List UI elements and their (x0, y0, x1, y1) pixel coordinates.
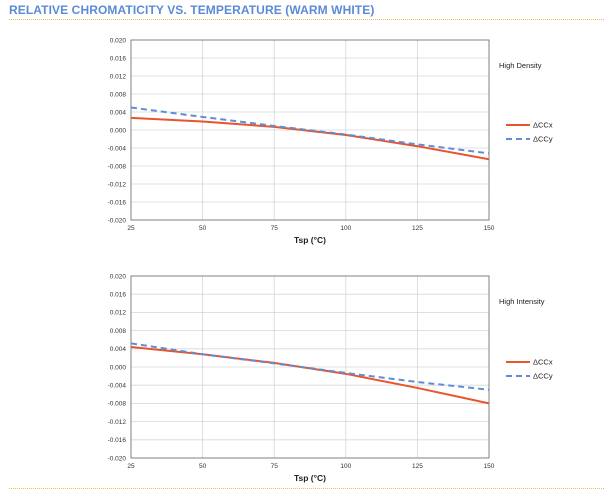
y-tick-label: -0.004 (108, 383, 127, 390)
x-tick-label: 150 (484, 225, 495, 232)
y-tick-label: 0.004 (110, 346, 127, 353)
plot-frame (130, 275, 490, 459)
legend: ΔCCx ΔCCy (506, 358, 553, 381)
x-tick-label: 150 (484, 463, 495, 470)
y-tick-label: -0.020 (108, 217, 127, 224)
y-tick-label: 0.020 (110, 37, 127, 44)
y-tick-label: -0.012 (108, 181, 127, 188)
x-axis-label: Tsp (°C) (294, 473, 326, 483)
y-tick-label: -0.020 (108, 455, 127, 462)
x-tick-label: 25 (127, 225, 135, 232)
series-line-ccx (130, 345, 490, 405)
x-tick-label: 100 (340, 463, 351, 470)
y-tick-label: 0.016 (110, 55, 127, 62)
y-tick-label: -0.012 (108, 419, 127, 426)
series-line-ccy (130, 342, 490, 391)
y-tick-label: -0.008 (108, 401, 127, 408)
legend-label: ΔCCy (533, 372, 553, 381)
chart-high-density: 0.020 0.016 0.012 0.008 0.004 0.000 -0.004 -0.0… (108, 37, 553, 245)
legend-label: ΔCCx (533, 121, 553, 130)
x-tick-label: 100 (340, 225, 351, 232)
footer-divider (9, 488, 604, 489)
y-tick-label: 0.012 (110, 73, 127, 80)
chart-high-intensity: 0.020 0.016 0.012 0.008 0.004 0.000 -0.004 -0.0… (108, 273, 553, 483)
y-tick-label: 0.020 (110, 273, 127, 280)
condition-label: High Intensity (499, 297, 545, 306)
gridlines (130, 275, 490, 459)
page-title: RELATIVE CHROMATICITY VS. TEMPERATURE (W… (9, 3, 375, 17)
plot-frame (130, 39, 490, 221)
y-tick-label: -0.004 (108, 145, 127, 152)
y-tick-label: 0.008 (110, 328, 127, 335)
y-tick-label: 0.000 (110, 364, 127, 371)
x-tick-label: 125 (412, 463, 423, 470)
y-tick-label: 0.016 (110, 292, 127, 299)
y-tick-label: 0.000 (110, 127, 127, 134)
x-tick-label: 75 (271, 463, 279, 470)
y-tick-label: -0.008 (108, 163, 127, 170)
x-tick-label: 125 (412, 225, 423, 232)
legend: ΔCCx ΔCCy (506, 121, 553, 144)
series-line-ccx (130, 116, 490, 161)
y-tick-label: 0.004 (110, 109, 127, 116)
x-tick-label: 50 (199, 225, 207, 232)
y-tick-label: 0.008 (110, 91, 127, 98)
legend-label: ΔCCy (533, 135, 553, 144)
x-tick-label: 75 (271, 225, 279, 232)
x-axis-label: Tsp (°C) (294, 235, 326, 245)
series-line-ccy (130, 106, 490, 155)
x-tick-label: 50 (199, 463, 207, 470)
header-divider (9, 19, 604, 20)
y-tick-label: -0.016 (108, 199, 127, 206)
x-tick-label: 25 (127, 463, 135, 470)
y-tick-label: 0.012 (110, 310, 127, 317)
legend-label: ΔCCx (533, 358, 553, 367)
condition-label: High Density (499, 61, 542, 70)
y-tick-label: -0.016 (108, 437, 127, 444)
